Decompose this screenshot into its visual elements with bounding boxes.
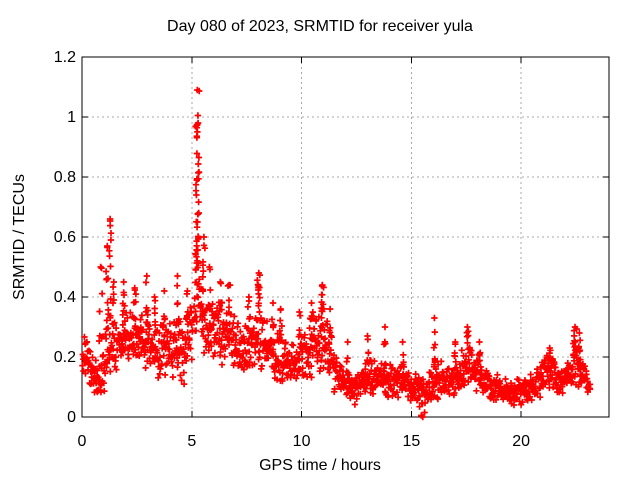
chart-title: Day 080 of 2023, SRMTID for receiver yul… [167,18,473,35]
y-tick-label: 1.2 [54,49,76,66]
y-tick-label: 1 [67,109,76,126]
plot-border [81,56,610,418]
x-tick-label: 0 [78,433,87,450]
x-axis-label: GPS time / hours [259,457,381,474]
y-tick-label: 0.4 [54,289,76,306]
x-tick-label: 5 [187,433,196,450]
y-tick-labels: 0 0.2 0.4 0.6 0.8 1 1.2 [54,49,76,426]
y-tick-label: 0.8 [54,169,76,186]
scatter-points [79,86,594,421]
y-tick-label: 0 [67,409,76,426]
x-tick-label: 10 [293,433,311,450]
y-tick-label: 0.2 [54,349,76,366]
y-tick-label: 0.6 [54,229,76,246]
x-tick-labels: 0 5 10 15 20 [78,433,531,450]
x-tick-label: 20 [512,433,530,450]
x-tick-label: 15 [402,433,420,450]
